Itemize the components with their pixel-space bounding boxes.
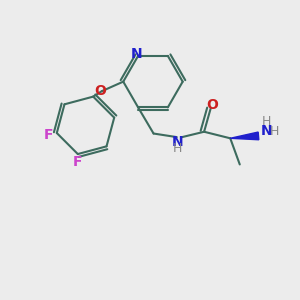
Text: O: O xyxy=(206,98,218,112)
Text: O: O xyxy=(94,84,106,98)
Text: H: H xyxy=(173,142,182,155)
Text: H: H xyxy=(270,125,280,138)
Text: N: N xyxy=(172,135,183,149)
Text: H: H xyxy=(262,115,272,128)
Text: F: F xyxy=(73,155,83,170)
Text: F: F xyxy=(44,128,53,142)
Text: N: N xyxy=(131,47,142,61)
Polygon shape xyxy=(230,132,259,140)
Text: N: N xyxy=(261,124,273,138)
